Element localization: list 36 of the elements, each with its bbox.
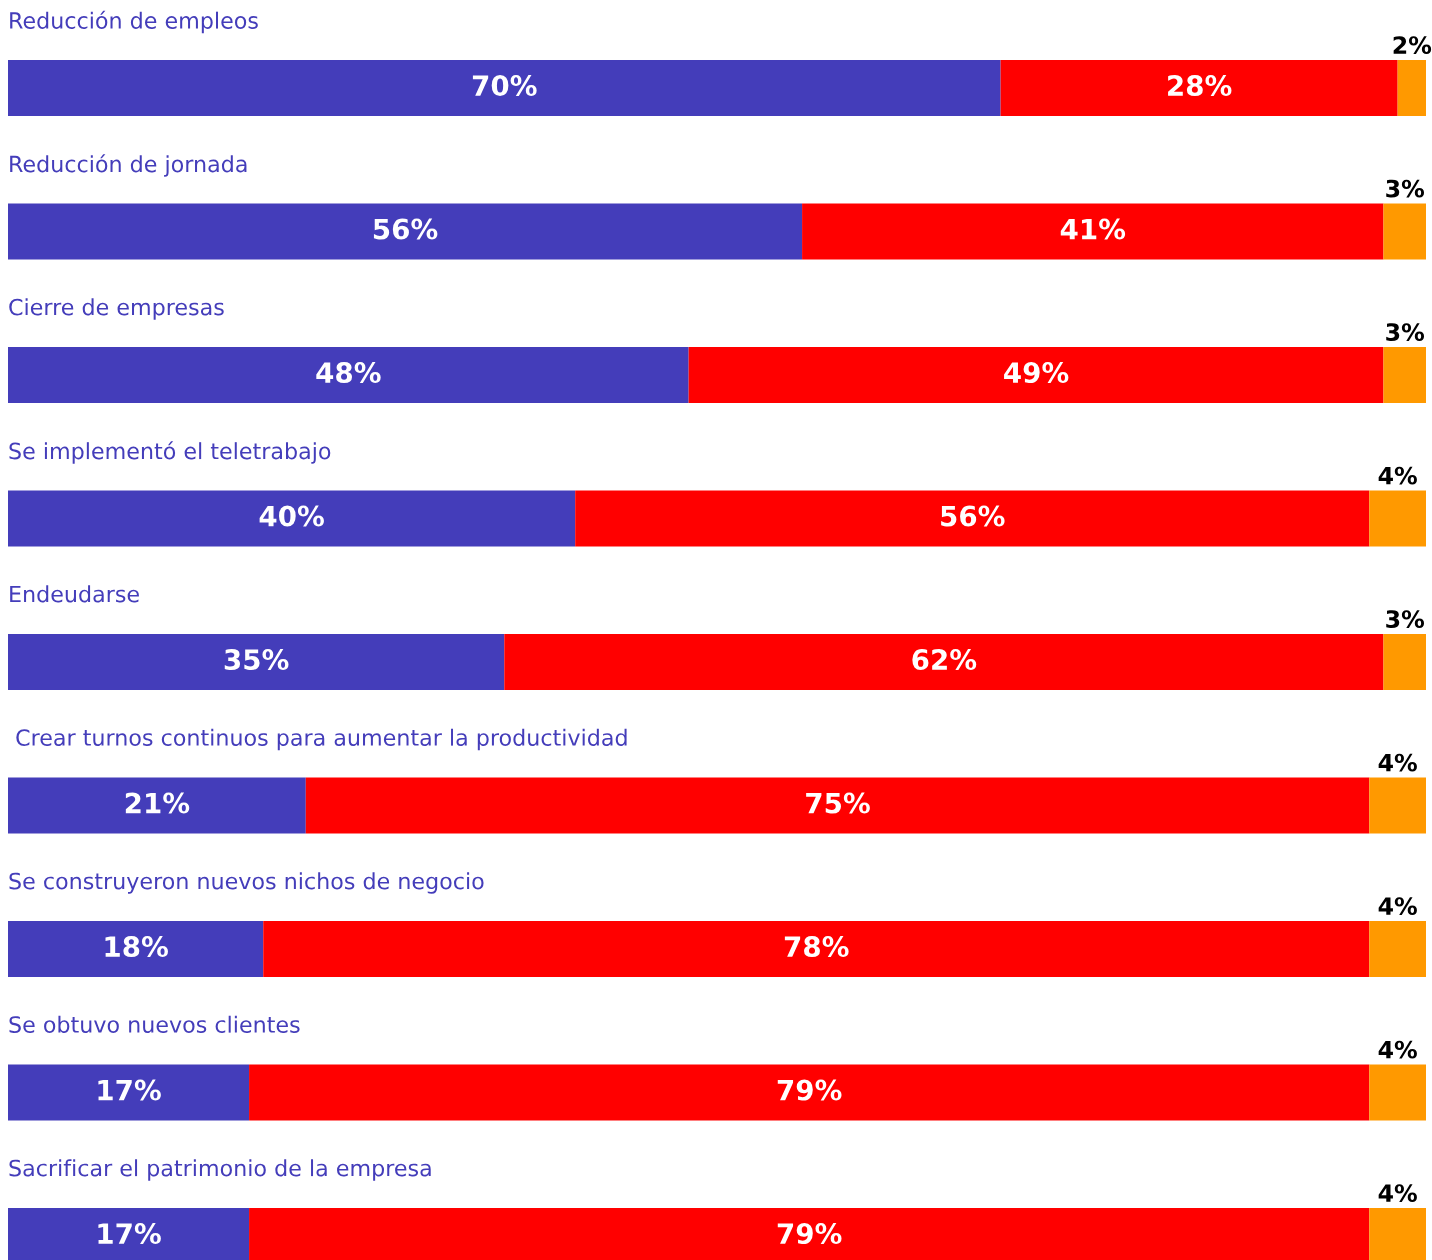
data-label: 75% (806, 792, 870, 814)
y-tick-label: Crear turnos continuos para aumentar la productividad (16, 728, 627, 751)
data-label: 3% (1386, 323, 1425, 341)
data-label: 4% (1378, 1184, 1417, 1202)
y-tick-label: Se implementó el teletrabajo (9, 441, 331, 464)
data-label: 56% (373, 218, 438, 240)
data-label: 2% (1393, 36, 1432, 54)
y-tick-label: Cierre de empresas (9, 298, 224, 320)
data-label: 41% (1060, 218, 1126, 240)
data-label: 4% (1378, 897, 1417, 915)
data-label: 79% (777, 1223, 842, 1245)
data-label: 4% (1378, 466, 1417, 485)
data-label: 18% (105, 936, 168, 958)
data-label: 56% (941, 505, 1005, 527)
y-tick-label: Se obtuvo nuevos clientes (9, 1015, 300, 1033)
data-label: 21% (125, 792, 190, 814)
data-label: 49% (1004, 362, 1069, 384)
data-label: 79% (777, 1079, 842, 1101)
data-label: 62% (912, 649, 977, 671)
y-tick-label: Endeudarse (10, 585, 139, 603)
data-label: 70% (472, 75, 537, 97)
data-label: 48% (316, 362, 381, 384)
data-label: 3% (1386, 610, 1425, 628)
data-label: 4% (1378, 1040, 1417, 1059)
data-label: 35% (224, 649, 289, 671)
data-label: 40% (259, 505, 324, 527)
data-label: 3% (1386, 179, 1425, 198)
data-label: 78% (784, 936, 849, 958)
y-tick-label: Se construyeron nuevos nichos de negocio (9, 872, 484, 894)
data-label: 17% (98, 1223, 161, 1245)
y-tick-label: Reducción de empleos (10, 10, 258, 34)
data-label: 28% (1168, 75, 1232, 97)
y-tick-label: Reducción de jornada (10, 154, 247, 177)
data-label: 4% (1378, 753, 1417, 772)
y-tick-label: Sacrificar el patrimonio de la empresa (9, 1159, 431, 1181)
data-label: 17% (98, 1079, 161, 1101)
